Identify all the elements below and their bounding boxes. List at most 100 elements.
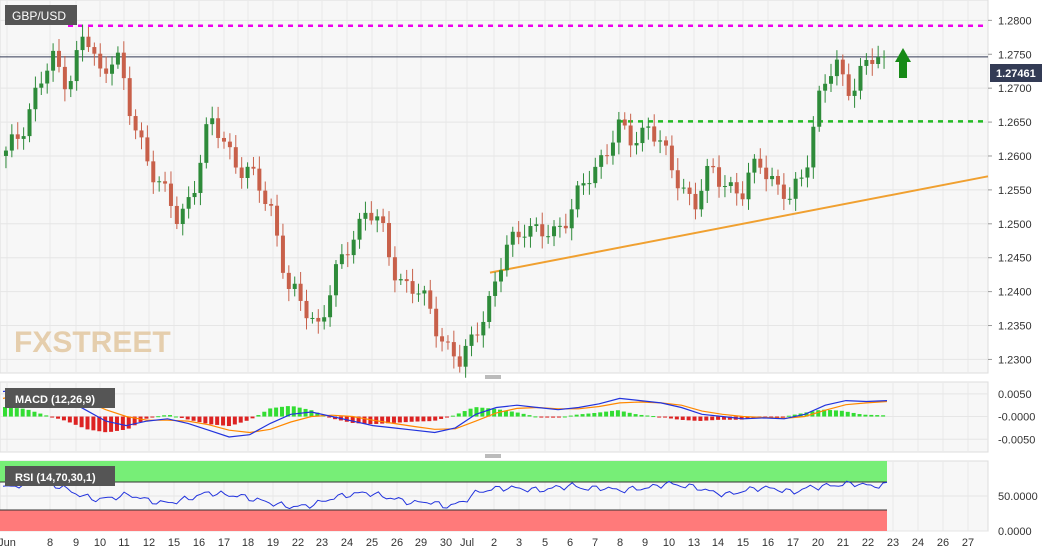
macd-histogram-bar	[592, 412, 597, 417]
candle-bull	[422, 290, 427, 294]
y-axis-label-macd: -0.0000	[998, 412, 1035, 424]
macd-histogram-bar	[456, 413, 461, 417]
candle-bull	[799, 177, 804, 179]
candle-bull	[534, 224, 539, 227]
candle-bull	[522, 236, 527, 238]
x-axis-label: 5	[542, 537, 548, 549]
macd-histogram-bar	[215, 416, 220, 425]
candle-bear	[445, 341, 450, 343]
candle-bull	[858, 65, 863, 91]
candle-bear	[369, 212, 374, 221]
y-axis-label-macd: 0.0050	[998, 389, 1032, 401]
candle-bear	[233, 147, 238, 168]
macd-histogram-bar	[209, 416, 214, 425]
macd-histogram-bar	[433, 416, 438, 421]
x-axis-label: 8	[47, 537, 53, 549]
y-axis-label-main: 1.2750	[998, 49, 1032, 61]
candle-bull	[51, 50, 56, 71]
macd-histogram-bar	[721, 416, 726, 420]
symbol-label-bg	[5, 5, 77, 25]
candle-bear	[121, 52, 126, 79]
macd-histogram-bar	[380, 416, 385, 424]
macd-histogram-bar	[150, 416, 155, 418]
macd-histogram-bar	[604, 411, 609, 417]
macd-histogram-bar	[44, 415, 49, 417]
macd-histogram-bar	[551, 416, 556, 418]
candle-bear	[410, 281, 415, 294]
macd-histogram-bar	[621, 411, 626, 417]
macd-histogram-bar	[474, 407, 479, 417]
macd-histogram-bar	[881, 415, 886, 417]
macd-histogram-bar	[20, 408, 25, 417]
macd-histogram-bar	[256, 415, 261, 417]
candle-bull	[640, 127, 645, 144]
macd-histogram-bar	[427, 416, 432, 422]
rsi-line	[2, 479, 888, 510]
y-axis-label-main: 1.2500	[998, 219, 1032, 231]
candle-bull	[728, 182, 733, 187]
x-axis-label: 24	[341, 537, 353, 549]
candle-bull	[351, 239, 356, 256]
macd-histogram-bar	[144, 416, 149, 419]
y-axis-label-main: 1.2700	[998, 83, 1032, 95]
macd-histogram-bar	[521, 413, 526, 417]
candle-bull	[333, 264, 338, 296]
y-axis-label-main: 1.2300	[998, 354, 1032, 366]
candle-bear	[622, 119, 627, 126]
candle-bull	[363, 212, 368, 219]
macd-resize-handle[interactable]	[485, 375, 501, 379]
candle-bull	[829, 76, 834, 84]
candle-bull	[722, 186, 727, 188]
candle-bull	[876, 57, 881, 65]
candle-bull	[575, 185, 580, 210]
candle-bear	[104, 68, 109, 74]
x-axis-label: 20	[812, 537, 824, 549]
macd-histogram-bar	[804, 412, 809, 417]
candle-bull	[481, 321, 486, 336]
candle-bear	[711, 165, 716, 168]
candle-bear	[316, 317, 321, 322]
macd-histogram-bar	[14, 408, 19, 417]
x-axis-label: Jun	[0, 537, 16, 549]
candle-bear	[669, 145, 674, 171]
macd-histogram-bar	[268, 408, 273, 417]
macd-histogram-bar	[168, 415, 173, 417]
macd-histogram-bar	[285, 406, 290, 417]
rsi-oversold-zone	[0, 510, 887, 531]
candle-bull	[610, 142, 615, 156]
candle-bear	[434, 308, 439, 337]
candle-bull	[9, 134, 14, 151]
macd-label-bg	[5, 388, 115, 408]
macd-histogram-bar	[533, 416, 538, 418]
x-axis-label: 16	[193, 537, 205, 549]
macd-histogram-bar	[61, 416, 66, 421]
rsi-resize-handle[interactable]	[485, 454, 501, 458]
candle-bear	[457, 356, 462, 367]
candle-bull	[787, 198, 792, 200]
overlays	[0, 24, 989, 274]
macd-histogram-bar	[775, 416, 780, 418]
macd-histogram-bar	[710, 416, 715, 421]
candle-bull	[357, 218, 362, 240]
symbol-label: GBP/USD	[12, 9, 66, 23]
macd-histogram-bar	[692, 416, 697, 421]
candle-bear	[451, 342, 456, 357]
candle-bear	[475, 334, 480, 336]
macd-histogram-bar	[515, 412, 520, 417]
macd-histogram-bar	[828, 410, 833, 417]
candle-bull	[487, 295, 492, 322]
macd-histogram-bar	[120, 416, 125, 430]
candle-bear	[174, 205, 179, 224]
candle-bull	[587, 183, 592, 185]
macd-histogram-bar	[297, 407, 302, 417]
candle-bull	[793, 178, 798, 199]
candle-bear	[62, 66, 67, 90]
candle-bull	[3, 150, 8, 156]
macd-histogram-bar	[509, 411, 514, 417]
x-axis-label: Jul	[460, 537, 474, 549]
x-axis-label: 22	[862, 537, 874, 549]
macd-histogram-bar	[91, 416, 96, 431]
rsi-label-bg	[5, 466, 115, 486]
